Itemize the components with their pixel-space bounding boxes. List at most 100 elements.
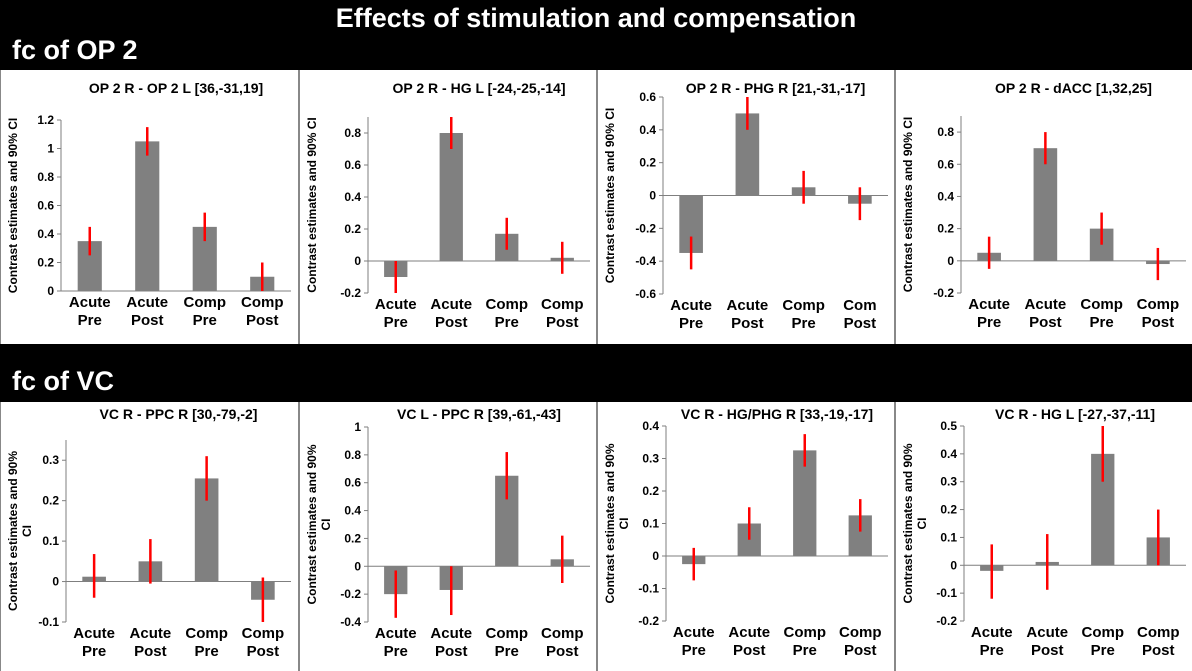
x-tick-label: Post (546, 314, 579, 331)
panel-divider (0, 70, 1, 344)
x-tick-label: Post (246, 312, 279, 329)
x-tick-label: Comp (486, 296, 529, 313)
y-tick-label: 0 (649, 189, 656, 203)
panel-divider (298, 402, 300, 671)
x-tick-label: Post (131, 312, 164, 329)
x-tick-label: Pre (495, 314, 519, 331)
chart-panel-op2-phgr: OP 2 R - PHG R [21,-31,-17] Contrast esti… (598, 70, 894, 344)
y-tick-label: 0.5 (940, 419, 957, 433)
y-tick-label: 0.6 (344, 158, 361, 172)
x-tick-label: Acute (73, 625, 115, 642)
x-tick-label: Acute (69, 294, 111, 311)
x-tick-label: Comp (1137, 624, 1180, 641)
bar-chart: VC R - HG/PHG R [33,-19,-17] Contrast est… (603, 406, 888, 659)
y-tick-label: 0 (950, 558, 957, 572)
y-tick-label: 0.4 (940, 447, 957, 461)
x-tick-label: Comp (1082, 624, 1125, 641)
y-tick-label: 0.3 (642, 452, 659, 466)
x-tick-label: Pre (384, 314, 408, 331)
x-tick-label: Acute (126, 294, 168, 311)
y-tick-label: 0 (652, 549, 659, 563)
y-tick-label: 0.4 (344, 504, 361, 518)
y-tick-label: -0.1 (38, 615, 59, 629)
chart-title: VC R - HG L [-27,-37,-11] (995, 406, 1155, 422)
chart-panel-op2-hgl: OP 2 R - HG L [-24,-25,-14] Contrast esti… (300, 70, 596, 344)
y-axis-label: Contrast estimates and 90% (901, 443, 915, 603)
y-tick-label: -0.2 (638, 614, 659, 628)
y-tick-label: 1.2 (37, 113, 54, 127)
x-tick-label: Post (1142, 314, 1175, 331)
chart-panel-vc-hgphg: VC R - HG/PHG R [33,-19,-17] Contrast est… (598, 402, 894, 671)
y-tick-label: 0.4 (639, 123, 656, 137)
x-tick-label: Acute (670, 297, 712, 314)
y-tick-label: 0.2 (940, 503, 957, 517)
chart-title: OP 2 R - HG L [-24,-25,-14] (393, 80, 566, 96)
y-axis-label: Contrast estimates and 90% CI (603, 108, 617, 283)
x-tick-label: Pre (679, 315, 703, 332)
x-tick-label: Pre (193, 312, 217, 329)
y-tick-label: 0.1 (42, 534, 59, 548)
panel-divider (0, 402, 1, 671)
x-tick-label: Pre (980, 642, 1004, 659)
x-tick-label: Post (1031, 642, 1064, 659)
figure-title: Effects of stimulation and compensation (335, 3, 857, 33)
y-tick-label: 0.2 (639, 156, 656, 170)
x-tick-label: Pre (793, 642, 817, 659)
x-tick-label: Acute (968, 296, 1010, 313)
x-tick-label: Com (843, 297, 876, 314)
y-axis-label: Contrast estimates and 90% CI (6, 118, 20, 293)
y-tick-label: -0.2 (635, 221, 656, 235)
x-tick-label: Post (1142, 642, 1175, 659)
x-tick-label: Pre (1091, 642, 1115, 659)
chart-title: OP 2 R - PHG R [21,-31,-17] (686, 80, 865, 96)
bar-chart: OP 2 R - PHG R [21,-31,-17] Contrast esti… (603, 80, 888, 332)
x-tick-label: Pre (78, 312, 102, 329)
x-tick-label: Post (546, 643, 579, 660)
chart-panel-vcl-ppcr: VC L - PPC R [39,-61,-43] Contrast estima… (300, 402, 596, 671)
bar-chart: VC R - PPC R [30,-79,-2] Contrast estimat… (6, 406, 291, 660)
chart-title: OP 2 R - OP 2 L [36,-31,19] (89, 80, 263, 96)
y-tick-label: -0.2 (340, 286, 361, 300)
panel-divider (596, 402, 598, 671)
x-tick-label: Acute (971, 624, 1013, 641)
panel-divider (894, 70, 896, 344)
bar (495, 475, 519, 567)
chart-panel-op2-op2l: OP 2 R - OP 2 L [36,-31,19] Contrast esti… (1, 70, 298, 344)
x-tick-label: Pre (682, 642, 706, 659)
y-tick-label: -0.2 (933, 286, 954, 300)
y-tick-label: 0.4 (344, 190, 361, 204)
bar-chart: OP 2 R - dACC [1,32,25] Contrast estimate… (901, 80, 1186, 331)
header-band-top: Effects of stimulation and compensation … (0, 0, 1192, 70)
y-tick-label: 0 (354, 559, 361, 573)
x-tick-label: Post (844, 315, 877, 332)
x-tick-label: Acute (375, 296, 417, 313)
x-tick-label: Acute (1026, 624, 1068, 641)
y-tick-label: 1 (47, 142, 54, 156)
x-tick-label: Comp (184, 294, 227, 311)
chart-title: VC R - HG/PHG R [33,-19,-17] (681, 406, 873, 422)
section-title-op2: fc of OP 2 (12, 35, 138, 65)
bar-chart: OP 2 R - OP 2 L [36,-31,19] Contrast esti… (6, 80, 291, 329)
bar (679, 195, 703, 253)
x-tick-label: Post (844, 642, 877, 659)
x-tick-label: Acute (430, 296, 472, 313)
x-tick-label: Pre (495, 643, 519, 660)
y-tick-label: 0.6 (639, 90, 656, 104)
panel-divider (894, 402, 896, 671)
x-tick-label: Comp (784, 624, 827, 641)
x-tick-label: Acute (673, 624, 715, 641)
y-tick-label: 0.3 (940, 475, 957, 489)
y-tick-label: 0 (47, 284, 54, 298)
chart-panel-op2-dacc: OP 2 R - dACC [1,32,25] Contrast estimate… (896, 70, 1192, 344)
x-tick-label: Comp (541, 625, 584, 642)
x-tick-label: Comp (185, 625, 228, 642)
x-tick-label: Post (733, 642, 766, 659)
y-tick-label: 0.2 (937, 222, 954, 236)
y-tick-label: 0.2 (344, 222, 361, 236)
chart-title: OP 2 R - dACC [1,32,25] (995, 80, 1152, 96)
bar (194, 478, 219, 582)
y-tick-label: -0.2 (340, 587, 361, 601)
x-tick-label: Pre (977, 314, 1001, 331)
x-tick-label: Acute (130, 625, 172, 642)
y-tick-label: 0.2 (42, 494, 59, 508)
